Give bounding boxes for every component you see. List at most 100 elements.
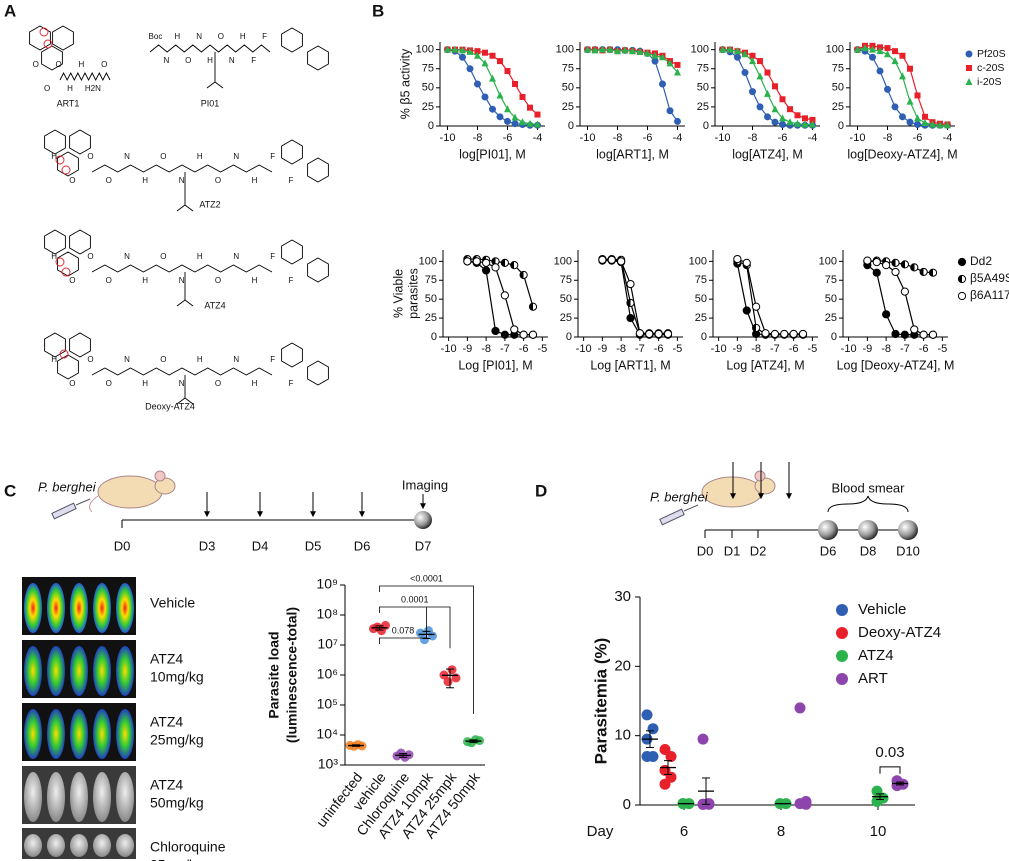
x-tick-label: 6: [680, 823, 688, 840]
y-tick-label: 0: [568, 120, 574, 132]
point: [900, 260, 909, 269]
y-tick-label: 50: [695, 293, 707, 305]
peroxide-mark: [55, 155, 65, 165]
mouse-image: [47, 583, 65, 633]
series-line: [602, 258, 668, 334]
point: [500, 258, 509, 267]
bond-branch: [176, 172, 194, 212]
imaging-panel: [22, 577, 136, 859]
bond-chain: [149, 44, 271, 53]
point: [921, 118, 929, 126]
x-tick-label: 10: [870, 823, 887, 840]
point: [504, 105, 511, 113]
mouse-image: [93, 646, 111, 696]
atom-label: H: [197, 152, 203, 161]
layout: [51, 462, 918, 540]
point: [863, 256, 872, 265]
x-tick-label: -9: [732, 343, 742, 355]
y-tick-label: 50: [825, 293, 837, 305]
point: [919, 330, 928, 339]
x-tick-label: -5: [937, 343, 947, 355]
x-axis-label: log[Deoxy-ATZ4], M: [847, 147, 957, 161]
bracket: [879, 766, 901, 774]
point: [872, 258, 881, 267]
point: [771, 105, 779, 113]
x-tick-label: -9: [862, 343, 872, 355]
series-line: [447, 49, 538, 126]
point: [929, 120, 936, 128]
point: [914, 114, 921, 122]
day-label: D6: [820, 543, 837, 558]
atom-label: O: [87, 252, 93, 261]
compound-label: PI01: [201, 98, 220, 108]
point: [876, 47, 884, 55]
point: [756, 103, 764, 111]
y-axis-label: Parasitemia (%): [591, 638, 610, 765]
y-tick-label: 25: [697, 101, 709, 113]
y-tick-label: 25: [425, 312, 437, 324]
x-axis-label: log[PI01], M: [459, 147, 526, 161]
point: [534, 111, 541, 118]
point: [772, 83, 778, 90]
day-label: D0: [114, 538, 131, 553]
y-tick-label: 100: [416, 44, 434, 56]
ring: [281, 139, 303, 165]
point: [876, 67, 884, 75]
y-tick-label: 100: [691, 44, 709, 56]
x-tick-label: -10: [715, 132, 731, 144]
mouse-image: [116, 646, 134, 696]
point: [756, 72, 764, 80]
point: [519, 330, 528, 339]
atom-label: H: [174, 32, 180, 41]
legend-label: β6A117D: [970, 288, 1009, 302]
point: [428, 631, 437, 641]
point: [606, 45, 614, 53]
point: [752, 302, 761, 311]
point: [482, 49, 488, 56]
x-tick-label: -10: [841, 343, 857, 355]
y-tick-label: 100: [419, 255, 437, 267]
atom-label: H2N: [85, 84, 101, 93]
point: [491, 263, 500, 272]
x-tick-label: -5: [807, 343, 817, 355]
y-tick-label: 10⁶: [317, 666, 338, 682]
day-label: D4: [252, 538, 269, 553]
x-tick-label: -6: [654, 343, 664, 355]
point: [497, 58, 503, 65]
atom-label: H: [197, 355, 203, 364]
x-tick-label: -8: [748, 132, 758, 144]
mouse-image: [24, 646, 42, 696]
peroxide-mark: [61, 165, 71, 175]
atom-label: N: [196, 32, 202, 41]
point: [891, 267, 900, 277]
point: [629, 47, 636, 55]
point: [526, 119, 534, 127]
legend-marker: [836, 673, 848, 685]
mouse-image: [70, 834, 88, 857]
point: [882, 261, 891, 270]
point: [420, 635, 429, 645]
atom-label: H: [207, 56, 213, 65]
x-tick-label: -7: [635, 343, 645, 355]
compound-label: ATZ2: [199, 199, 220, 209]
ring: [281, 342, 303, 368]
point: [528, 302, 538, 311]
x-tick-label: -4: [673, 132, 683, 144]
atom-label: N: [124, 252, 130, 261]
point: [906, 118, 914, 126]
group-label: Vehicle: [150, 595, 195, 611]
atom-label: H: [51, 355, 57, 364]
peroxide-mark: [39, 27, 49, 37]
point: [764, 69, 771, 76]
atom-label: O: [185, 56, 191, 65]
point: [447, 665, 457, 675]
group-label: 25mg/kg: [150, 732, 204, 748]
x-tick-label: -6: [503, 132, 513, 144]
point: [466, 47, 474, 55]
atom-label: F: [270, 252, 275, 261]
x-axis-label: Log [Deoxy-ATZ4], M: [837, 358, 955, 372]
atom-label: F: [270, 152, 275, 161]
atom-label: O: [106, 276, 112, 285]
point: [466, 65, 474, 73]
atom-label: O: [55, 60, 61, 69]
